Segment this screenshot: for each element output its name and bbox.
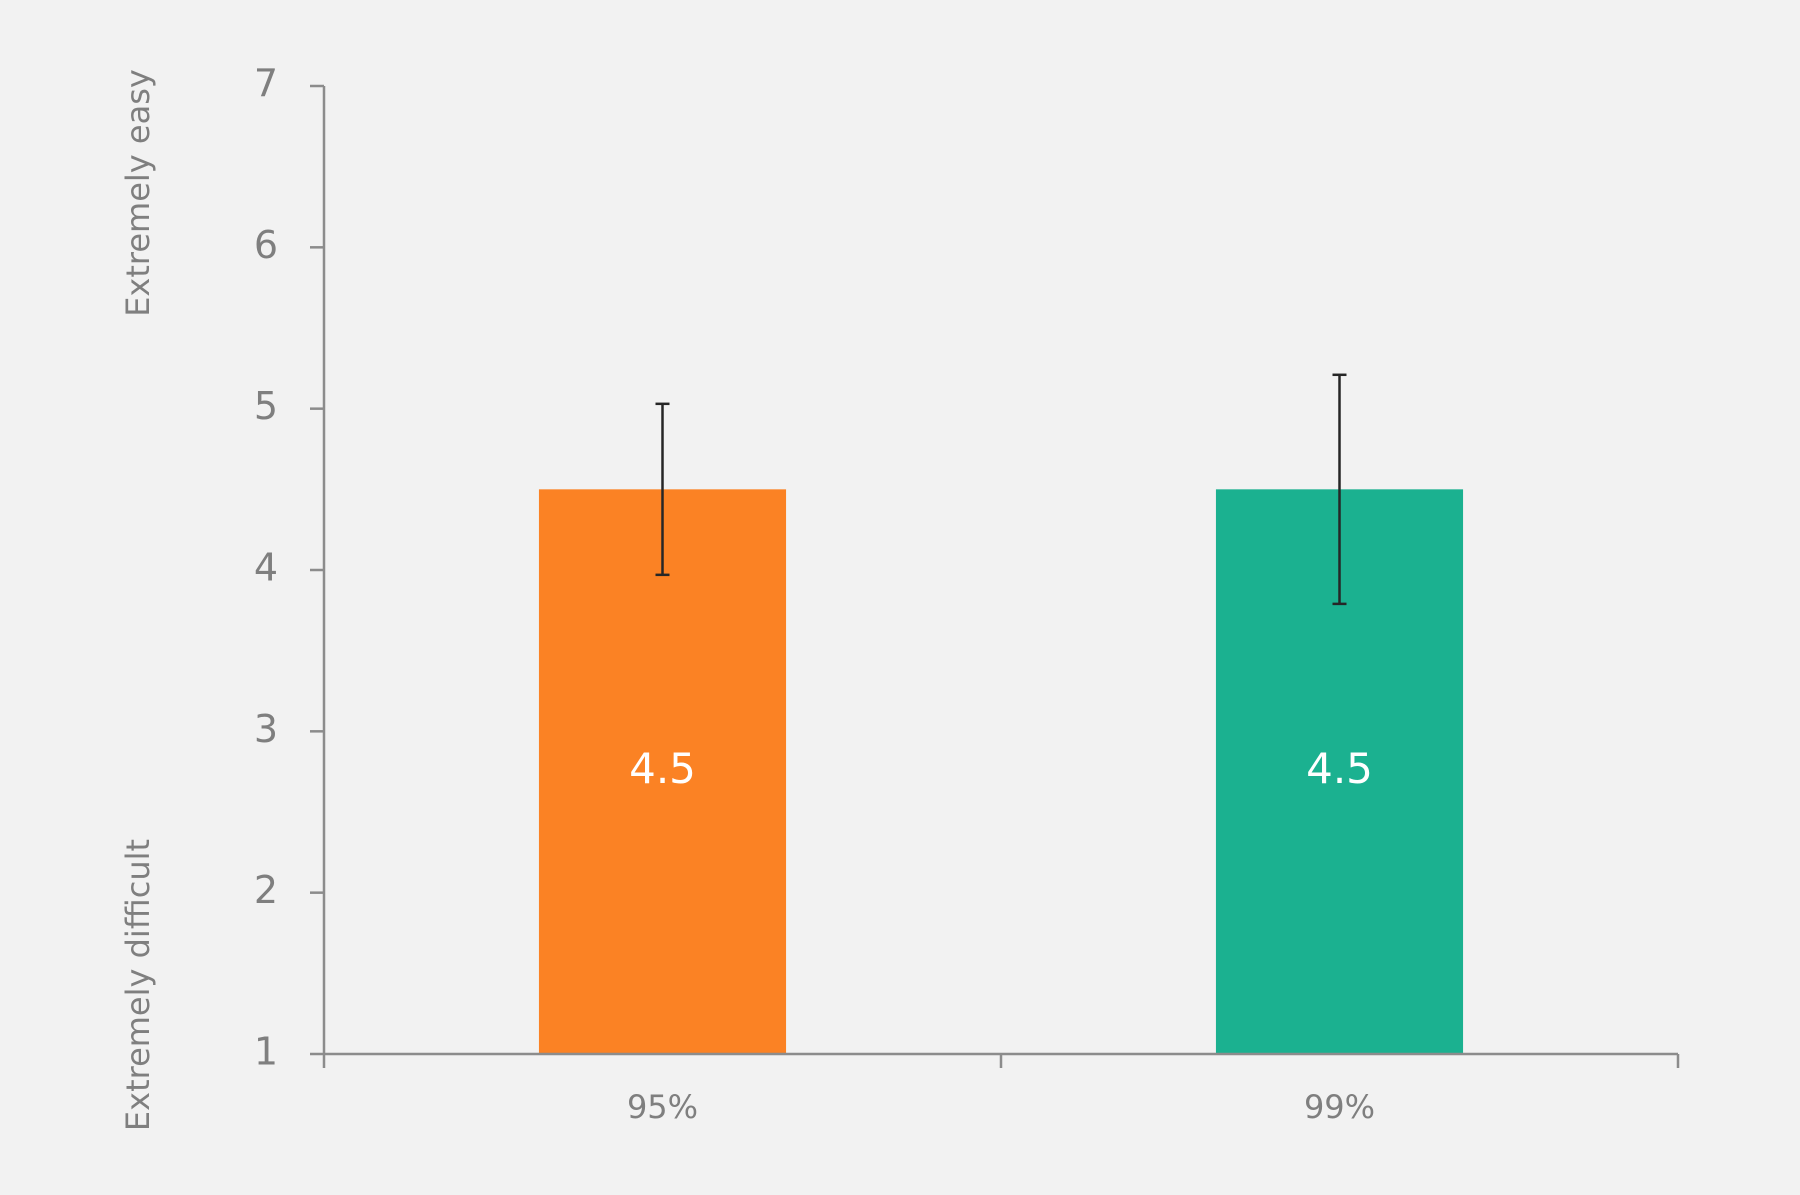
y-tick-label: 7 — [254, 62, 278, 106]
y-tick-label: 3 — [254, 707, 278, 751]
bar — [538, 489, 787, 1054]
y-label-bottom: Extremely difficult — [119, 839, 157, 1131]
error-bar — [655, 402, 670, 577]
data-label: 4.5 — [629, 744, 696, 793]
y-tick-label: 1 — [254, 1030, 278, 1074]
y-tick-label: 2 — [254, 868, 278, 912]
error-bar — [1332, 373, 1347, 606]
data-label: 4.5 — [1306, 744, 1373, 793]
y-tick-label: 6 — [254, 223, 278, 267]
y-tick-label: 5 — [254, 384, 278, 428]
y-label-top: Extremely easy — [119, 69, 157, 317]
x-tick-label: 95% — [627, 1088, 698, 1126]
x-tick-label: 99% — [1304, 1088, 1375, 1126]
y-tick-label: 4 — [254, 546, 278, 590]
